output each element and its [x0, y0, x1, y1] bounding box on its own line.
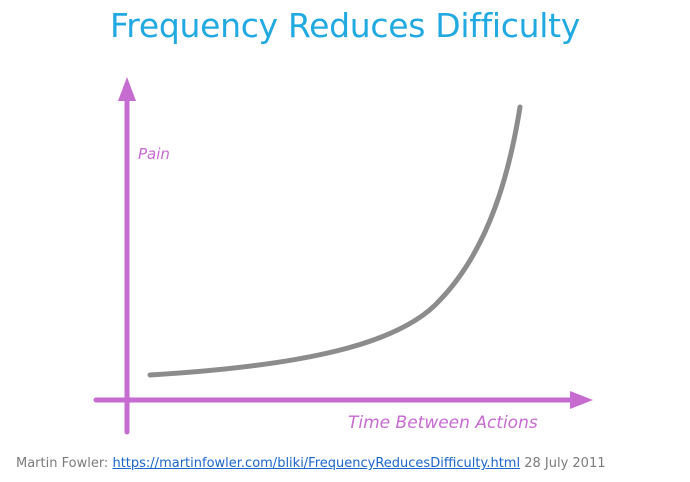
- slide-title: Frequency Reduces Difficulty: [110, 6, 580, 45]
- source-link[interactable]: https://martinfowler.com/bliki/Frequency…: [112, 456, 521, 471]
- caption-author: Martin Fowler:: [16, 456, 109, 471]
- x-axis-label: Time Between Actions: [348, 413, 538, 433]
- pain-curve: [147, 104, 523, 378]
- caption-date: 28 July 2011: [524, 456, 606, 471]
- source-caption: Martin Fowler: https://martinfowler.com/…: [16, 456, 686, 471]
- x-axis-arrowhead: [570, 391, 593, 409]
- y-axis-arrowhead: [118, 77, 136, 101]
- y-axis-label: Pain: [138, 145, 170, 163]
